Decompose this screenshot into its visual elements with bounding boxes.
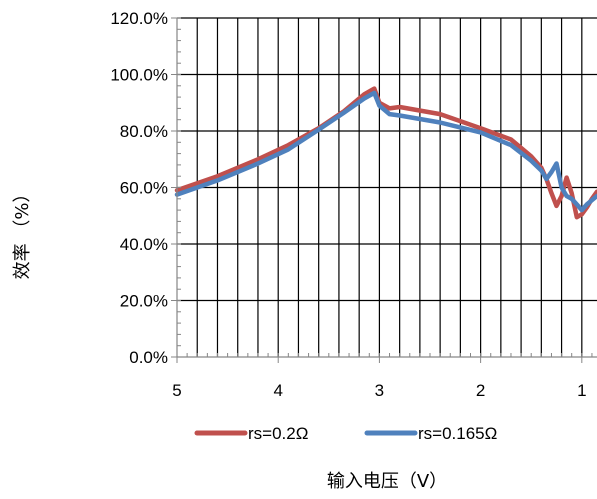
y-tick-label: 40.0%	[120, 235, 168, 254]
y-tick-label: 100.0%	[110, 66, 168, 85]
y-tick-label: 0.0%	[129, 348, 168, 367]
series-line-2	[174, 90, 597, 213]
x-tick-label: 5	[172, 381, 181, 400]
y-tick-label: 120.0%	[110, 9, 168, 28]
legend-label-series-2: rs=0.165Ω	[418, 424, 497, 443]
axes	[171, 17, 597, 363]
x-tick-label: 4	[273, 381, 282, 400]
gridlines	[177, 17, 597, 357]
series-line-1	[174, 86, 597, 220]
y-tick-label: 80.0%	[120, 122, 168, 141]
legend-label-series-1: rs=0.2Ω	[248, 424, 308, 443]
y-tick-label: 60.0%	[120, 179, 168, 198]
x-tick-label: 2	[476, 381, 485, 400]
x-tick-labels: 5 4 3 2 1	[172, 381, 586, 400]
y-tick-labels: 0.0% 20.0% 40.0% 60.0% 80.0% 100.0% 120.0%	[110, 9, 168, 367]
x-tick-label: 3	[375, 381, 384, 400]
y-tick-label: 20.0%	[120, 292, 168, 311]
x-axis-title: 输入电压（V）	[327, 471, 447, 492]
y-axis-title: 效率 （%）	[12, 185, 33, 280]
series-lines	[174, 86, 597, 220]
x-tick-label: 1	[577, 381, 586, 400]
legend: rs=0.2Ω rs=0.165Ω	[194, 424, 497, 443]
